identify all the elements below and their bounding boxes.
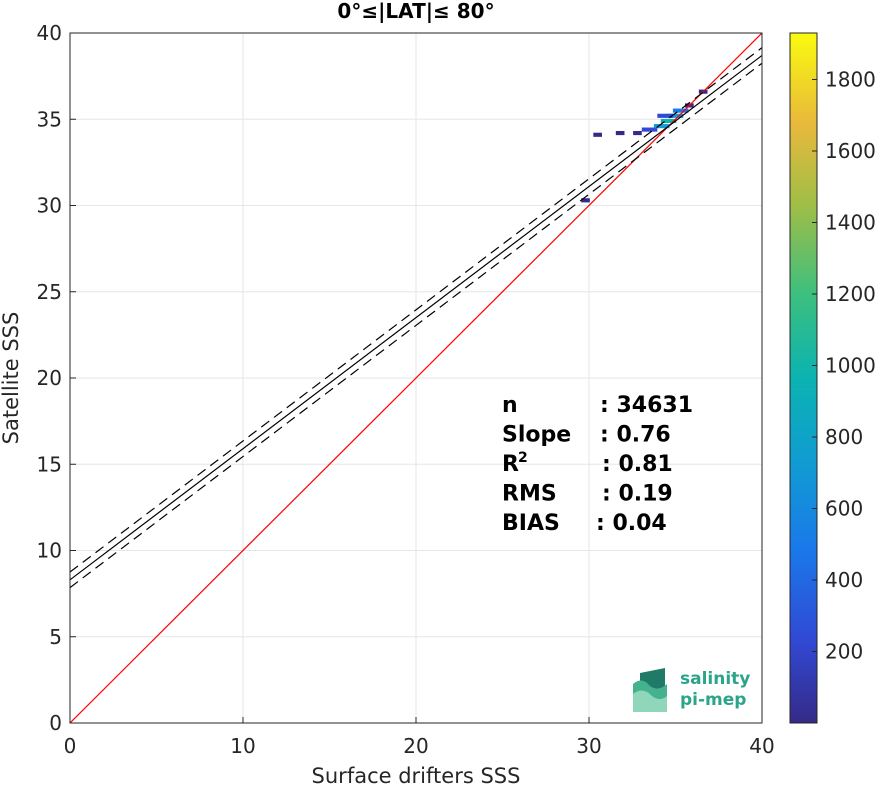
x-tick-label: 30 <box>576 734 601 758</box>
density-cell <box>653 124 670 129</box>
density-cell <box>641 127 658 132</box>
colorbar-tick-label: 800 <box>825 425 863 449</box>
y-tick-label: 15 <box>37 452 62 476</box>
stat-label: RMS <box>502 482 557 507</box>
x-axis-label: Surface drifters SSS <box>312 764 521 786</box>
regression-line <box>70 54 762 581</box>
stat-value: : 0.19 <box>602 482 673 507</box>
y-tick-label: 35 <box>37 107 62 131</box>
stat-value: : 0.81 <box>602 452 673 477</box>
density-cell <box>657 113 673 118</box>
chart-title: 0°≤|LAT|≤ 80° <box>337 0 494 23</box>
logo-line1: salinity <box>680 669 750 689</box>
colorbar-frame <box>789 32 818 724</box>
y-tick-label: 30 <box>37 194 62 218</box>
colorbar-gradient <box>790 33 817 723</box>
density-cell <box>660 118 677 124</box>
colorbar-tick-label: 1400 <box>825 210 876 234</box>
stat-value: : 0.76 <box>600 423 671 448</box>
colorbar-tick-label: 1200 <box>825 282 876 306</box>
colorbar-tick-label: 1000 <box>825 353 876 377</box>
stat-value: : 34631 <box>600 393 693 418</box>
statistics-box: n : 34631 Slope : 0.76 R 2 : 0.81 RMS : 0.19 BIAS… <box>502 393 693 536</box>
stat-label: Slope <box>502 423 571 448</box>
logo-line2: pi-mep <box>680 690 746 710</box>
y-tick-label: 5 <box>49 625 62 649</box>
y-axis-label: Satellite SSS <box>0 312 23 445</box>
regression-upper-line <box>70 47 762 573</box>
stat-label: R <box>502 452 519 477</box>
colorbar-tick-label: 1800 <box>825 67 876 91</box>
y-tick-label: 0 <box>49 711 62 735</box>
stat-label-superscript: 2 <box>518 450 528 466</box>
salinity-logo-icon <box>633 668 667 712</box>
density-cell <box>672 108 689 113</box>
y-axis-ticks: 0 5 10 15 20 25 30 35 40 <box>37 21 76 735</box>
stat-label: BIAS <box>502 511 560 536</box>
colorbar: 200 400 600 800 1000 1200 1400 1600 1800 <box>789 32 876 724</box>
y-tick-label: 10 <box>37 539 62 563</box>
regression-lower-line <box>70 62 762 589</box>
density-cell <box>633 130 642 136</box>
logo: salinity pi-mep <box>633 668 750 712</box>
stat-label: n <box>502 393 518 418</box>
density-cell <box>615 130 625 136</box>
x-tick-label: 0 <box>64 734 77 758</box>
colorbar-tick-label: 400 <box>825 568 863 592</box>
regression-lines <box>70 33 762 723</box>
x-tick-label: 20 <box>403 734 428 758</box>
y-tick-label: 20 <box>37 366 62 390</box>
density-cell <box>581 198 590 203</box>
colorbar-tick-label: 200 <box>825 639 863 663</box>
x-axis-ticks: 0 10 20 30 40 <box>64 717 775 758</box>
y-tick-label: 25 <box>37 280 62 304</box>
x-tick-label: 10 <box>230 734 255 758</box>
one-to-one-line <box>70 33 762 723</box>
x-tick-label: 40 <box>749 734 774 758</box>
colorbar-ticks: 200 400 600 800 1000 1200 1400 1600 1800 <box>812 67 876 663</box>
colorbar-tick-label: 1600 <box>825 139 876 163</box>
density-cell <box>667 113 684 118</box>
colorbar-tick-label: 600 <box>825 496 863 520</box>
stat-value: : 0.04 <box>596 511 667 536</box>
y-tick-label: 40 <box>37 21 62 45</box>
density-cell <box>593 132 602 137</box>
